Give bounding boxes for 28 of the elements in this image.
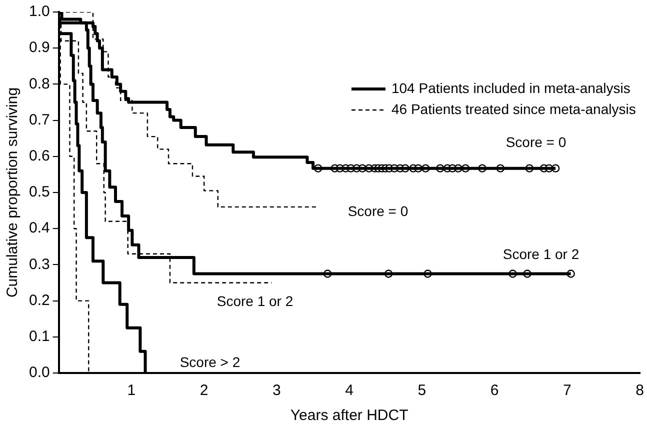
x-tick-label: 6 (490, 382, 499, 400)
y-tick-label: 0.0 (28, 364, 50, 382)
annotation: Score 1 or 2 (502, 246, 580, 262)
y-tick-label: 0.8 (28, 75, 50, 92)
y-tick-label: 0.3 (28, 256, 50, 273)
x-tick-label: 4 (345, 382, 354, 400)
x-tick-label: 2 (200, 382, 208, 400)
y-tick-label: 1.0 (28, 3, 50, 20)
y-tick-label: 0.1 (28, 328, 50, 346)
x-tick-label: 1 (127, 382, 136, 400)
y-tick-label: 0.5 (28, 184, 50, 201)
annotation: Score = 0 (506, 134, 566, 150)
y-tick-label: 0.4 (28, 220, 50, 237)
annotation: Score = 0 (348, 202, 408, 219)
y-tick-label: 0.7 (28, 111, 50, 128)
x-tick-label: 5 (418, 382, 426, 400)
y-tick-label: 0.9 (28, 39, 50, 56)
x-tick-label: 3 (272, 382, 281, 400)
legend-label: 104 Patients included in meta-analysis (391, 80, 630, 96)
annotation: Score > 2 (180, 354, 240, 370)
y-axis-title: Cumulative proportion surviving (4, 87, 22, 298)
y-tick-label: 0.2 (28, 292, 50, 309)
y-tick-label: 0.6 (28, 148, 50, 165)
legend-label: 46 Patients treated since meta-analysis (391, 100, 636, 117)
x-tick-label: 7 (563, 382, 572, 400)
x-tick-label: 8 (636, 382, 644, 400)
annotation: Score 1 or 2 (216, 292, 294, 309)
x-axis-title: Years after HDCT (290, 407, 408, 424)
